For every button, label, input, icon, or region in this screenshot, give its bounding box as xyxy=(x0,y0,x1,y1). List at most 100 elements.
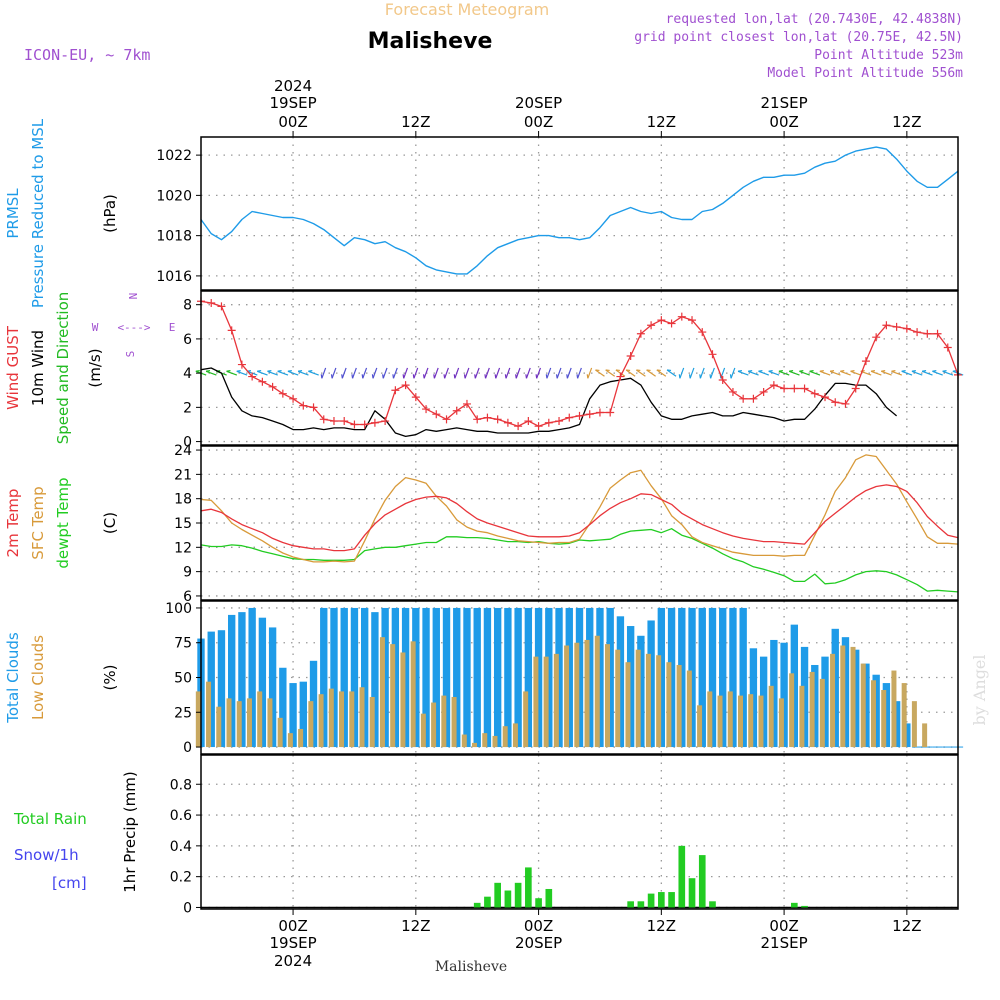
wind-gust-marker xyxy=(319,415,328,424)
y-tick-label: 4 xyxy=(183,366,192,382)
wind-direction-arrowhead xyxy=(586,374,589,379)
wind-direction-arrowhead xyxy=(922,370,927,372)
low-clouds-bar xyxy=(697,705,703,748)
low-clouds-bar xyxy=(901,683,907,748)
rain-bar xyxy=(658,892,665,908)
total-clouds-bar xyxy=(882,683,891,748)
wind-direction-arrow xyxy=(362,367,368,379)
wind-direction-arrowhead xyxy=(840,370,845,372)
low-clouds-bar xyxy=(298,728,304,748)
wind-direction-arrowhead xyxy=(494,374,497,379)
wind-gust-marker xyxy=(278,389,287,398)
wind-gust-marker xyxy=(575,411,584,420)
total-clouds-bar xyxy=(381,607,389,748)
wind-gust-marker xyxy=(606,408,615,417)
panel-label-wind: Wind GUST xyxy=(4,325,22,410)
wind-gust-marker xyxy=(892,322,901,331)
wind-direction-arrowhead xyxy=(678,374,681,379)
model-label: ICON-EU, ~ 7km xyxy=(24,46,150,64)
low-clouds-bar xyxy=(277,717,283,748)
wind-gust-marker xyxy=(749,394,758,403)
wind-direction-arrow xyxy=(921,370,933,376)
wind-direction-arrowhead xyxy=(699,374,701,379)
wind-direction-arrow xyxy=(737,370,749,376)
y-tick-label: 1022 xyxy=(156,148,192,164)
wind-gust-marker xyxy=(872,333,881,342)
total-clouds-bar xyxy=(616,616,625,748)
low-clouds-bar xyxy=(512,723,518,748)
wind-direction-arrow xyxy=(515,367,521,379)
wind-direction-arrow xyxy=(870,370,882,376)
y-tick-label: 0.2 xyxy=(170,870,192,886)
low-clouds-bar xyxy=(870,680,876,748)
low-clouds-bar xyxy=(523,691,529,748)
wind-direction-arrow xyxy=(226,370,238,376)
wind-direction-arrow xyxy=(297,370,309,376)
low-clouds-bar xyxy=(553,653,559,748)
total-clouds-bar xyxy=(586,607,594,748)
total-clouds-bar xyxy=(790,624,799,748)
wind-direction-arrow xyxy=(352,367,357,379)
wind-direction-arrowhead xyxy=(768,370,773,372)
low-clouds-bar xyxy=(768,685,774,748)
total-clouds-bar xyxy=(780,642,788,748)
total-clouds-bar xyxy=(279,667,287,748)
total-clouds-bar xyxy=(831,628,839,748)
panel-frame-wind xyxy=(200,290,959,446)
wind-direction-arrow xyxy=(748,370,759,376)
low-clouds-bar xyxy=(778,698,784,748)
low-clouds-bar xyxy=(645,653,651,748)
precip-snow-label: Snow/1h xyxy=(14,846,79,864)
wind-direction-arrow xyxy=(403,367,409,379)
wind-direction-arrowhead xyxy=(535,374,538,379)
low-clouds-bar xyxy=(789,673,795,748)
wind-gust-marker xyxy=(677,312,686,321)
rain-bar xyxy=(535,898,542,908)
wind-gust-marker xyxy=(268,382,277,391)
wind-direction-arrowhead xyxy=(778,370,783,372)
low-clouds-bar xyxy=(339,691,345,748)
low-clouds-bar xyxy=(605,644,611,748)
faded-title: Forecast Meteogram xyxy=(385,0,549,19)
total-clouds-bar xyxy=(862,663,870,748)
compass-rose: W <---> E N S xyxy=(92,293,176,358)
date-label-top: 21SEP xyxy=(761,94,808,112)
wind-direction-arrowhead xyxy=(901,370,906,372)
low-clouds-bar xyxy=(850,646,856,748)
wind-direction-arrow xyxy=(699,367,705,379)
total-clouds-bar xyxy=(534,607,543,748)
low-clouds-bar xyxy=(328,688,334,748)
wind-direction-arrow xyxy=(881,370,892,376)
wind-gust-marker xyxy=(514,422,523,431)
wind-direction-arrowhead xyxy=(758,370,763,372)
low-clouds-bar xyxy=(246,698,252,748)
total-clouds-bar xyxy=(299,681,307,748)
total-clouds-bar xyxy=(258,617,267,748)
y-tick-label: 15 xyxy=(174,516,192,532)
panel-label-wind: Speed and Direction xyxy=(54,292,72,445)
wind-gust-marker xyxy=(800,384,809,393)
panel-label-temp: SFC Temp xyxy=(29,486,47,559)
total-clouds-bar xyxy=(268,627,277,748)
wind-direction-arrow xyxy=(891,370,902,376)
wind-direction-arrowhead xyxy=(525,374,528,379)
sfc-temp-line xyxy=(200,454,959,563)
wind-direction-arrow xyxy=(666,369,677,377)
low-clouds-bar xyxy=(410,641,416,748)
wind-direction-arrow xyxy=(911,370,923,376)
low-clouds-bar xyxy=(482,733,488,748)
low-clouds-bar xyxy=(574,642,580,748)
wind-direction-arrowhead xyxy=(829,370,835,372)
rain-bar xyxy=(801,905,808,908)
wind-gust-marker xyxy=(340,417,349,426)
time-label-bottom: 12Z xyxy=(647,917,676,935)
total-clouds-bar xyxy=(289,683,297,748)
compass-east: E xyxy=(169,321,176,334)
low-clouds-bar xyxy=(635,649,641,748)
wind-direction-arrowhead xyxy=(298,370,303,372)
low-clouds-bar xyxy=(267,698,273,748)
time-label-bottom: 12Z xyxy=(892,917,921,935)
low-clouds-bar xyxy=(390,644,396,748)
wind-gust-marker xyxy=(473,415,482,424)
total-clouds-bar xyxy=(340,607,348,748)
